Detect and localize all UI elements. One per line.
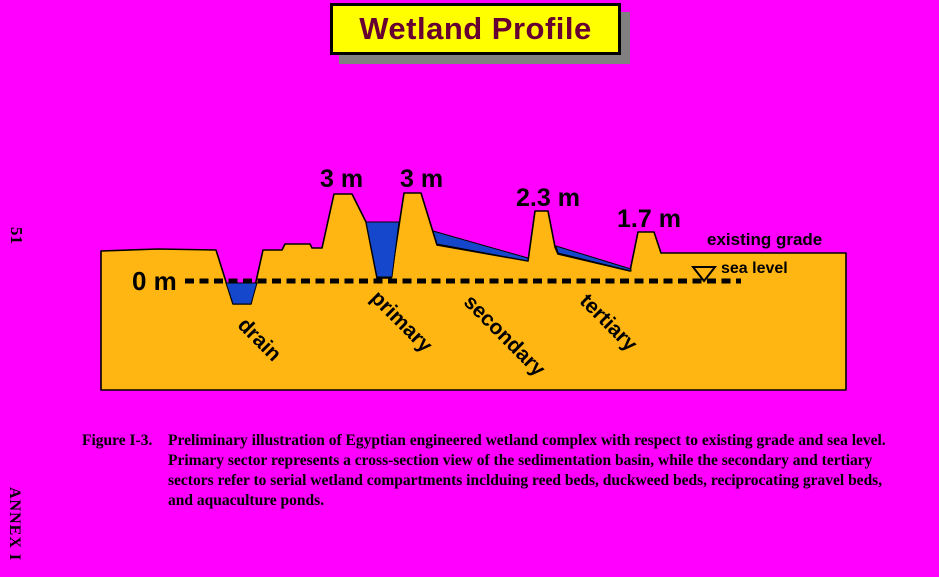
berm4-height-label: 1.7 m (617, 205, 681, 233)
page-number: 51 (7, 227, 26, 244)
figure-number: Figure I-3. (82, 432, 153, 449)
elevation-zero-label: 0 m (132, 266, 177, 296)
caption-line: sectors refer to serial wetland compartm… (168, 472, 883, 489)
sea-level-label: sea level (721, 260, 788, 277)
berm1-height-label: 3 m (320, 165, 364, 193)
page-title: Wetland Profile (359, 11, 592, 46)
figure-caption: Figure I-3. Preliminary illustration of … (82, 431, 886, 511)
tertiary-water (555, 245, 632, 272)
berm3-height-label: 2.3 m (516, 184, 580, 212)
sea-level-triangle-icon (690, 266, 718, 283)
figure-caption-text: Preliminary illustration of Egyptian eng… (168, 431, 886, 511)
caption-line: Primary sector represents a cross-sectio… (168, 452, 873, 469)
berm2-height-label: 3 m (400, 165, 444, 193)
existing-grade-label: existing grade (707, 230, 823, 249)
annex-label: ANNEX I (6, 487, 23, 562)
secondary-water (432, 230, 529, 262)
primary-basin-water (365, 221, 400, 278)
caption-line: and aquaculture ponds. (168, 492, 325, 509)
caption-line: Preliminary illustration of Egyptian eng… (168, 432, 886, 449)
title-box: Wetland Profile (330, 3, 621, 55)
